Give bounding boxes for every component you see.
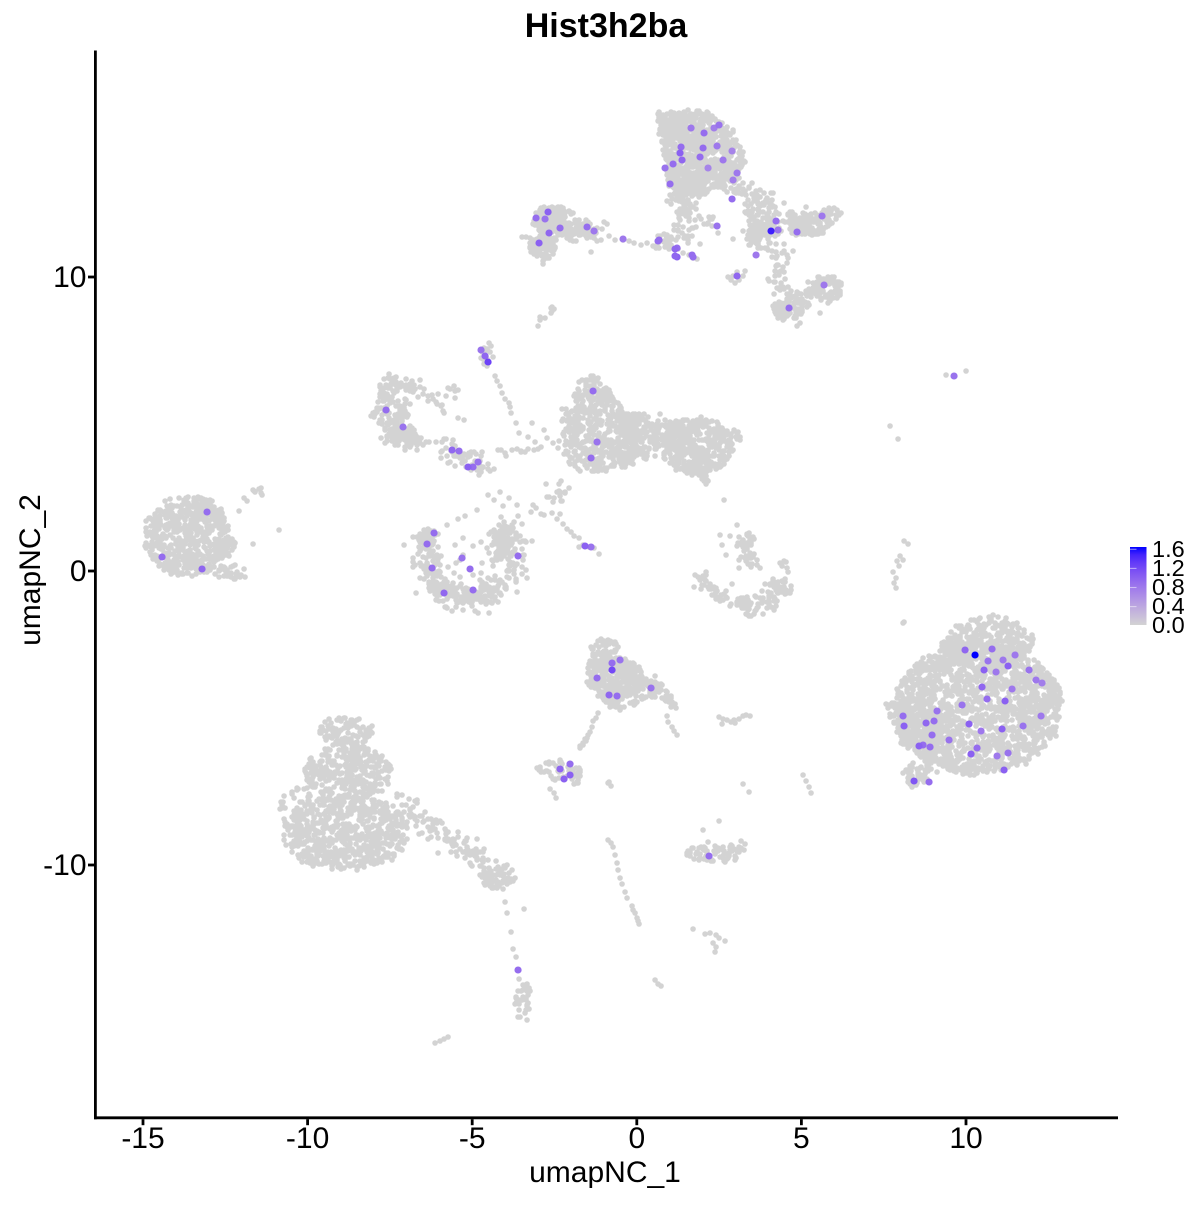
svg-text:-15: -15 <box>121 1122 164 1155</box>
svg-text:0: 0 <box>70 555 87 588</box>
svg-text:5: 5 <box>793 1122 810 1155</box>
svg-text:umapNC_2: umapNC_2 <box>14 494 47 646</box>
svg-text:10: 10 <box>53 261 86 294</box>
svg-text:0.0: 0.0 <box>1152 612 1185 638</box>
svg-text:10: 10 <box>949 1122 982 1155</box>
svg-text:-10: -10 <box>43 849 86 882</box>
svg-text:Hist3h2ba: Hist3h2ba <box>525 7 689 45</box>
svg-text:-5: -5 <box>459 1122 486 1155</box>
svg-text:0.4: 0.4 <box>1152 593 1185 619</box>
svg-text:1.6: 1.6 <box>1152 536 1185 562</box>
svg-text:0: 0 <box>628 1122 645 1155</box>
svg-text:-10: -10 <box>286 1122 329 1155</box>
svg-text:1.2: 1.2 <box>1152 555 1185 581</box>
svg-text:umapNC_1: umapNC_1 <box>529 1156 681 1189</box>
svg-text:0.8: 0.8 <box>1152 574 1185 600</box>
